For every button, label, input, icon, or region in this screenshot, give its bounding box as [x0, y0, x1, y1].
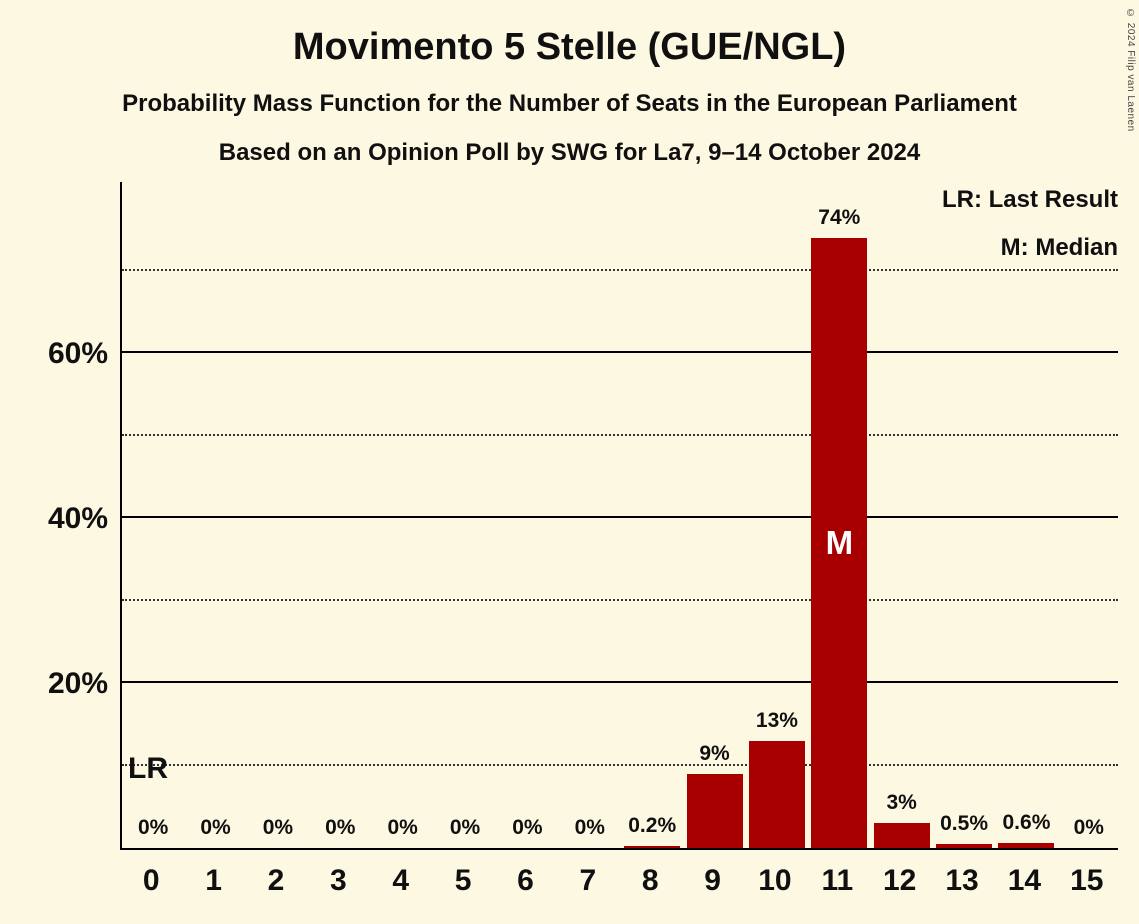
- bar-value-label-8: 0.2%: [628, 814, 677, 837]
- x-tick-label-2: 2: [267, 864, 285, 897]
- x-tick-label-1: 1: [205, 864, 222, 897]
- gridline-dotted-50: [122, 433, 1118, 436]
- x-tick-label-15: 15: [1070, 864, 1104, 897]
- bar-seats-10: [748, 741, 805, 848]
- bar-value-label-0: 0%: [138, 816, 169, 839]
- gridline-dotted-70: [122, 268, 1118, 271]
- bar-value-label-15: 0%: [1073, 816, 1104, 839]
- bar-value-label-12: 3%: [886, 791, 917, 814]
- bar-value-label-3: 0%: [325, 816, 356, 839]
- bar-value-label-14: 0.6%: [1002, 811, 1051, 834]
- x-tick-label-11: 11: [821, 864, 854, 897]
- plot-area: 0% 0% 0% 0% 0% 0% 0% 0% 0.2% 9% 13% M 74% 3% 0.5% 0.6% 0…: [120, 182, 1118, 850]
- bar-value-label-11: 74%: [818, 206, 861, 229]
- bar-seats-13: [936, 844, 993, 848]
- x-tick-label-4: 4: [392, 864, 410, 897]
- gridline-solid-20: [122, 681, 1118, 684]
- bar-value-label-6: 0%: [512, 816, 543, 839]
- bar-value-label-5: 0%: [449, 816, 481, 839]
- y-tick-label-60: 60%: [47, 337, 108, 371]
- x-tick-label-7: 7: [579, 864, 597, 897]
- bar-value-label-1: 0%: [200, 816, 231, 839]
- gridline-solid-40: [122, 516, 1118, 519]
- chart-poll-source: Based on an Opinion Poll by SWG for La7,…: [218, 139, 921, 166]
- median-marker: M: [825, 524, 854, 561]
- bar-seats-9: [686, 774, 743, 848]
- gridline-dotted-30: [122, 598, 1118, 601]
- x-tick-label-8: 8: [641, 864, 659, 897]
- bar-value-label-9: 9%: [699, 742, 730, 765]
- x-tick-label-3: 3: [329, 864, 347, 897]
- last-result-marker: LR: [128, 752, 168, 785]
- gridline-dotted-10: [122, 763, 1118, 766]
- x-tick-label-6: 6: [517, 864, 534, 897]
- legend-median: M: Median: [1000, 234, 1118, 261]
- chart-subtitle: Probability Mass Function for the Number…: [122, 90, 1017, 117]
- copyright-notice: © 2024 Filip van Laenen: [1125, 8, 1136, 132]
- gridline-solid-60: [122, 351, 1118, 354]
- chart-title: Movimento 5 Stelle (GUE/NGL): [292, 26, 847, 68]
- x-tick-label-13: 13: [945, 864, 979, 897]
- legend-last-result: LR: Last Result: [941, 186, 1118, 213]
- bar-value-label-7: 0%: [574, 816, 605, 839]
- x-tick-label-5: 5: [454, 864, 472, 897]
- bar-value-label-13: 0.5%: [940, 812, 988, 835]
- y-tick-label-40: 40%: [47, 502, 108, 536]
- bar-value-label-10: 13%: [755, 709, 798, 732]
- bar-seats-8: [624, 846, 681, 848]
- x-tick-label-0: 0: [142, 864, 160, 897]
- bar-seats-12: [873, 823, 930, 848]
- bar-value-label-2: 0%: [262, 816, 294, 839]
- bar-value-label-4: 0%: [387, 816, 418, 839]
- bar-seats-11: M: [811, 238, 868, 848]
- x-tick-label-12: 12: [883, 864, 917, 897]
- x-tick-label-10: 10: [758, 864, 792, 897]
- y-tick-label-20: 20%: [47, 667, 108, 701]
- bar-seats-14: [998, 843, 1055, 848]
- x-tick-label-14: 14: [1007, 864, 1042, 897]
- x-tick-label-9: 9: [704, 864, 721, 897]
